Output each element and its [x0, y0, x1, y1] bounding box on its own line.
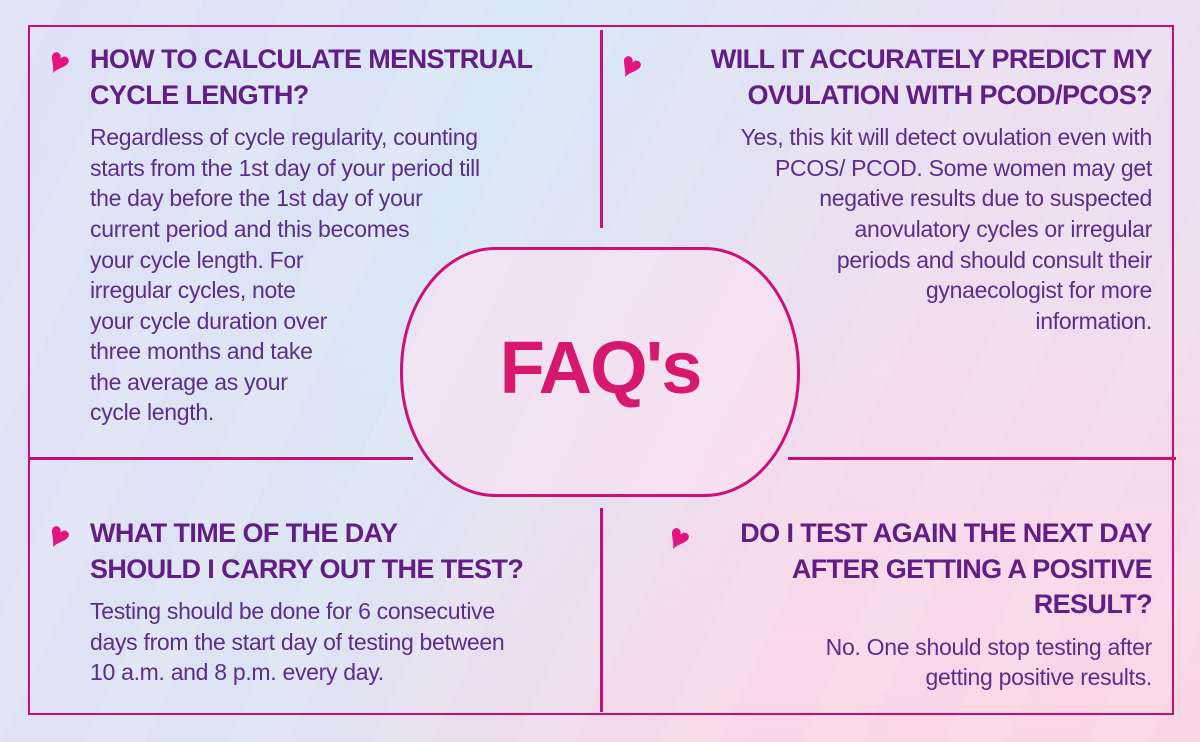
faq-question: HOW TO CALCULATE MENSTRUAL CYCLE LENGTH? — [90, 44, 533, 110]
faq-item-cycle-length: ♥ HOW TO CALCULATE MENSTRUAL CYCLE LENGT… — [40, 38, 562, 428]
faq-texts: HOW TO CALCULATE MENSTRUAL CYCLE LENGTH?… — [90, 42, 562, 428]
divider-horizontal-left — [29, 457, 413, 460]
divider-vertical-bottom — [600, 508, 603, 712]
outer-border — [28, 25, 1174, 715]
faq-center-badge: FAQ's — [400, 247, 800, 497]
divider-vertical-top — [600, 30, 603, 228]
faq-item-retest: ♥ DO I TEST AGAIN THE NEXT DAY AFTER GET… — [648, 514, 1153, 693]
faq-texts: WILL IT ACCURATELY PREDICT MY OVULATION … — [666, 42, 1153, 336]
faq-answer: No. One should stop testing after gettin… — [825, 633, 1153, 691]
faq-answer: Yes, this kit will detect ovulation even… — [740, 124, 1153, 334]
faq-item-test-time: ♥ WHAT TIME OF THE DAY SHOULD I CARRY OU… — [40, 512, 608, 688]
heart-icon: ♥ — [659, 514, 698, 561]
faq-item-pcod-pcos: ♥ WILL IT ACCURATELY PREDICT MY OVULATIO… — [612, 42, 1153, 336]
faq-answer: Regardless of cycle regularity, counting… — [90, 124, 480, 426]
faq-title: FAQ's — [499, 326, 703, 409]
faq-question: WHAT TIME OF THE DAY SHOULD I CARRY OUT … — [90, 518, 524, 584]
faq-question: WILL IT ACCURATELY PREDICT MY OVULATION … — [710, 44, 1153, 110]
faq-texts: WHAT TIME OF THE DAY SHOULD I CARRY OUT … — [90, 516, 608, 688]
faq-question: DO I TEST AGAIN THE NEXT DAY AFTER GETTI… — [740, 518, 1152, 620]
faq-answer: Testing should be done for 6 consecutive… — [90, 598, 505, 686]
divider-horizontal-right — [788, 457, 1176, 460]
faq-texts: DO I TEST AGAIN THE NEXT DAY AFTER GETTI… — [698, 516, 1152, 693]
